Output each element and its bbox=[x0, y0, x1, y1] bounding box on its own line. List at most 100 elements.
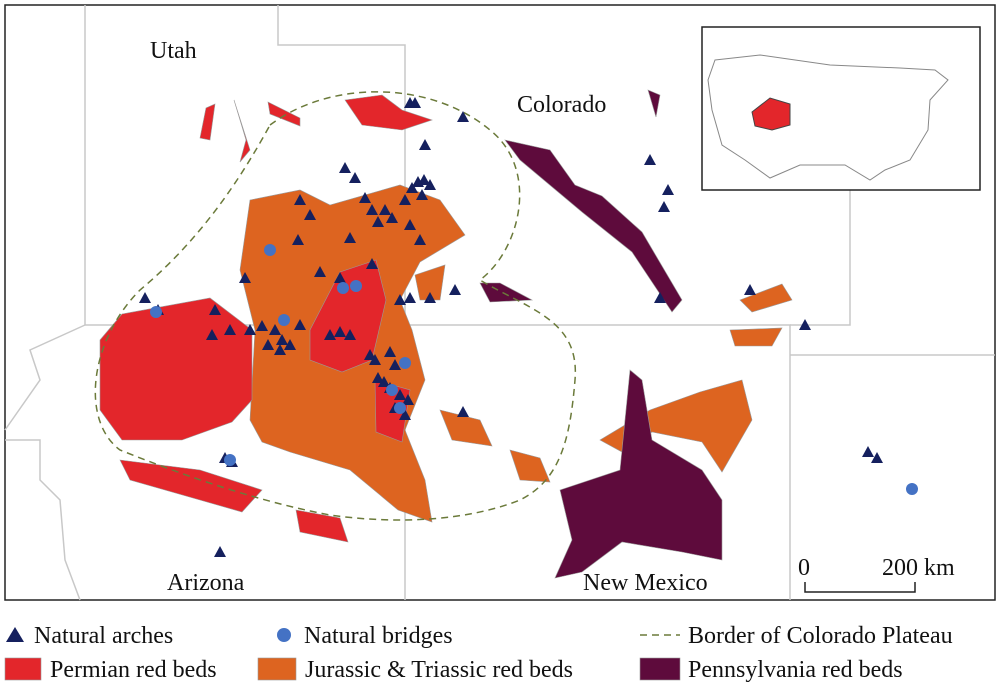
natural-arch bbox=[334, 272, 346, 283]
natural-arch bbox=[344, 232, 356, 243]
state-border bbox=[84, 5, 791, 600]
natural-arch bbox=[339, 162, 351, 173]
natural-arch bbox=[744, 284, 756, 295]
legend-permian-swatch bbox=[4, 657, 42, 681]
natural-bridge bbox=[399, 357, 411, 369]
natural-arch bbox=[359, 192, 371, 203]
natural-arch bbox=[662, 184, 674, 195]
natural-arch bbox=[366, 258, 378, 269]
natural-arch bbox=[304, 209, 316, 220]
permian-bed bbox=[267, 101, 301, 127]
legend: Natural arches Natural bridges Border of… bbox=[4, 623, 953, 683]
natural-bridge bbox=[386, 384, 398, 396]
pennsylvania-bed bbox=[554, 369, 723, 579]
natural-arch bbox=[384, 346, 396, 357]
natural-arch bbox=[419, 139, 431, 150]
markers bbox=[139, 97, 918, 557]
permian-bed bbox=[344, 94, 433, 131]
pennsylvania-bed bbox=[504, 139, 683, 313]
natural-arch bbox=[654, 292, 666, 303]
natural-arch bbox=[206, 329, 218, 340]
natural-arch bbox=[457, 111, 469, 122]
state-label: Colorado bbox=[517, 92, 606, 118]
state-border bbox=[790, 190, 851, 326]
natural-arch bbox=[224, 324, 236, 335]
natural-arch bbox=[389, 359, 401, 370]
natural-arch bbox=[404, 292, 416, 303]
natural-arch bbox=[378, 376, 390, 387]
natural-arch bbox=[424, 179, 436, 190]
scale-label: 200 km bbox=[882, 555, 955, 581]
natural-arch bbox=[402, 394, 414, 405]
plateau-border bbox=[94, 91, 576, 521]
natural-arch bbox=[394, 389, 406, 400]
permian-bed bbox=[199, 103, 216, 141]
natural-arch bbox=[372, 372, 384, 383]
natural-arch bbox=[799, 319, 811, 330]
legend-bridge-symbol bbox=[277, 628, 291, 642]
natural-arch bbox=[262, 339, 274, 350]
natural-arch bbox=[644, 154, 656, 165]
natural-bridge bbox=[337, 282, 349, 294]
natural-arch bbox=[344, 329, 356, 340]
natural-arch bbox=[449, 284, 461, 295]
natural-arch bbox=[256, 320, 268, 331]
legend-label: Natural bridges bbox=[304, 623, 453, 649]
state-label: Utah bbox=[150, 38, 197, 64]
legend-label: Jurassic & Triassic red beds bbox=[305, 657, 573, 683]
legend-label: Natural arches bbox=[34, 623, 173, 649]
legend-pennsylvania-swatch bbox=[639, 657, 681, 681]
natural-arch bbox=[334, 326, 346, 337]
natural-bridge bbox=[350, 280, 362, 292]
us-outline bbox=[707, 54, 949, 181]
natural-arch bbox=[294, 194, 306, 205]
natural-arch bbox=[274, 344, 286, 355]
scale-bar: 0 200 km bbox=[798, 555, 955, 593]
natural-arch bbox=[324, 329, 336, 340]
natural-bridge bbox=[224, 454, 236, 466]
natural-arch bbox=[409, 97, 421, 108]
natural-arch bbox=[862, 446, 874, 457]
state-border bbox=[4, 324, 86, 431]
legend-label: Pennsylvania red beds bbox=[688, 657, 903, 683]
natural-arch bbox=[366, 204, 378, 215]
jurassic-triassic-bed bbox=[729, 327, 783, 347]
scale-line bbox=[804, 582, 916, 593]
natural-bridge bbox=[394, 402, 406, 414]
natural-arch bbox=[414, 234, 426, 245]
natural-arch bbox=[244, 324, 256, 335]
natural-arch bbox=[284, 339, 296, 350]
natural-arch bbox=[369, 354, 381, 365]
plateau-location bbox=[751, 97, 791, 131]
natural-arch bbox=[399, 409, 411, 420]
natural-arch bbox=[314, 266, 326, 277]
permian-bed bbox=[233, 99, 251, 163]
natural-arch bbox=[418, 174, 430, 185]
natural-arch bbox=[386, 212, 398, 223]
natural-arch bbox=[399, 194, 411, 205]
natural-arch bbox=[457, 406, 469, 417]
inset-map bbox=[701, 26, 981, 191]
state-label: Arizona bbox=[167, 570, 245, 596]
pennsylvania-bed bbox=[647, 89, 661, 118]
jurassic-triassic-bed bbox=[414, 264, 446, 301]
natural-bridge bbox=[278, 314, 290, 326]
natural-arch bbox=[406, 182, 418, 193]
legend-arch-symbol bbox=[6, 627, 24, 642]
natural-arch bbox=[269, 324, 281, 335]
natural-arch bbox=[209, 304, 221, 315]
natural-arch bbox=[292, 234, 304, 245]
permian-bed bbox=[99, 297, 253, 441]
natural-arch bbox=[349, 172, 361, 183]
natural-bridge bbox=[264, 244, 276, 256]
natural-arch bbox=[239, 272, 251, 283]
legend-label: Border of Colorado Plateau bbox=[688, 623, 953, 649]
natural-arch bbox=[404, 219, 416, 230]
legend-label: Permian red beds bbox=[50, 657, 217, 683]
natural-arch bbox=[139, 292, 151, 303]
natural-arch bbox=[372, 216, 384, 227]
natural-arch bbox=[416, 189, 428, 200]
natural-bridge bbox=[906, 483, 918, 495]
permian-bed bbox=[119, 459, 263, 513]
